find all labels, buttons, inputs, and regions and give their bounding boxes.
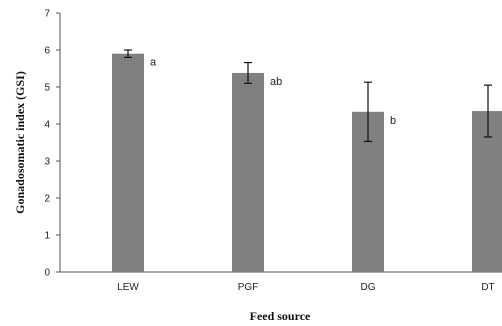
- y-tick-label: 7: [44, 9, 50, 20]
- y-tick-label: 0: [44, 268, 50, 279]
- bar-lew: [112, 53, 144, 273]
- y-tick-label: 3: [44, 157, 50, 168]
- significance-label: ab: [270, 76, 282, 88]
- x-tick-label: DT: [481, 282, 494, 293]
- y-tick-label: 4: [44, 120, 50, 131]
- x-axis: LEW PGF DG DT: [60, 271, 502, 293]
- significance-label: b: [390, 115, 396, 127]
- x-axis-title: Feed source: [250, 309, 311, 323]
- x-tick-label: LEW: [117, 282, 139, 293]
- y-tick-label: 5: [44, 83, 50, 94]
- bar-series: a ab b: [112, 49, 502, 273]
- x-tick-label: PGF: [238, 282, 259, 293]
- significance-label: a: [150, 57, 157, 69]
- y-tick-label: 6: [44, 46, 50, 57]
- y-tick-label: 1: [44, 231, 50, 242]
- bar-dt: [472, 111, 502, 272]
- x-tick-label: DG: [361, 282, 376, 293]
- y-axis: 0 1 2 3 4 5 6 7: [44, 9, 61, 279]
- bar-pgf: [232, 72, 264, 272]
- y-axis-title: Gonadosomatic index (GSI): [13, 71, 27, 214]
- y-tick-label: 2: [44, 194, 50, 205]
